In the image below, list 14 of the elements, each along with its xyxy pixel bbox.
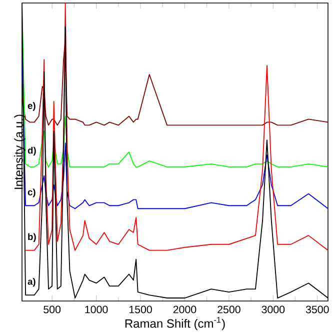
x-tick-label: 2000: [174, 306, 196, 314]
x-tick-label: 3500: [306, 306, 329, 314]
x-tick-label: 2500: [218, 306, 241, 314]
series-label: c): [28, 188, 36, 198]
series-label: b): [28, 233, 36, 242]
y-axis-title: Intensity (a.u.): [14, 114, 26, 189]
series-label: d): [28, 146, 36, 156]
x-axis-title: Raman Shift (cm$^{-1}$): [126, 317, 225, 330]
x-tick-label: 1000: [85, 306, 108, 314]
series-label: a): [28, 278, 36, 287]
series-label: e): [28, 102, 36, 111]
x-tick-label: 3000: [262, 306, 285, 314]
x-tick-label: 500: [44, 306, 61, 314]
x-tick-label: 1500: [130, 306, 152, 314]
